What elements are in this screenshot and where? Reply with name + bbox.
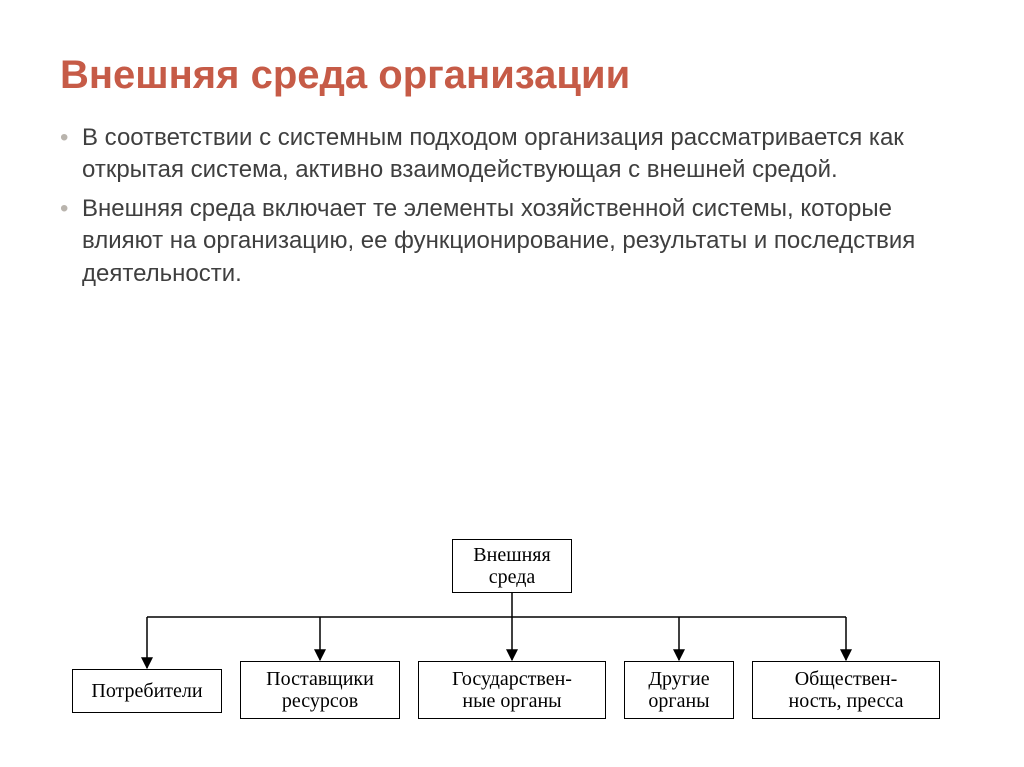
diagram-node-n3: Государствен-ные органы [418,661,606,719]
bullet-list: В соответствии с системным подходом орга… [60,122,964,290]
bullet-item: Внешняя среда включает те элементы хозяй… [60,193,964,290]
org-tree-diagram: Внешняясреда Потребители Поставщикиресурсо… [72,539,952,739]
slide-title: Внешняя среда организации [60,52,964,98]
diagram-node-n2: Поставщикиресурсов [240,661,400,719]
diagram-node-n4: Другиеорганы [624,661,734,719]
diagram-node-n5: Обществен-ность, пресса [752,661,940,719]
bullet-item: В соответствии с системным подходом орга… [60,122,964,187]
diagram-node-root: Внешняясреда [452,539,572,593]
slide: Внешняя среда организации В соответствии… [0,0,1024,767]
diagram-container: Внешняясреда Потребители Поставщикиресурсо… [0,539,1024,739]
diagram-node-n1: Потребители [72,669,222,713]
